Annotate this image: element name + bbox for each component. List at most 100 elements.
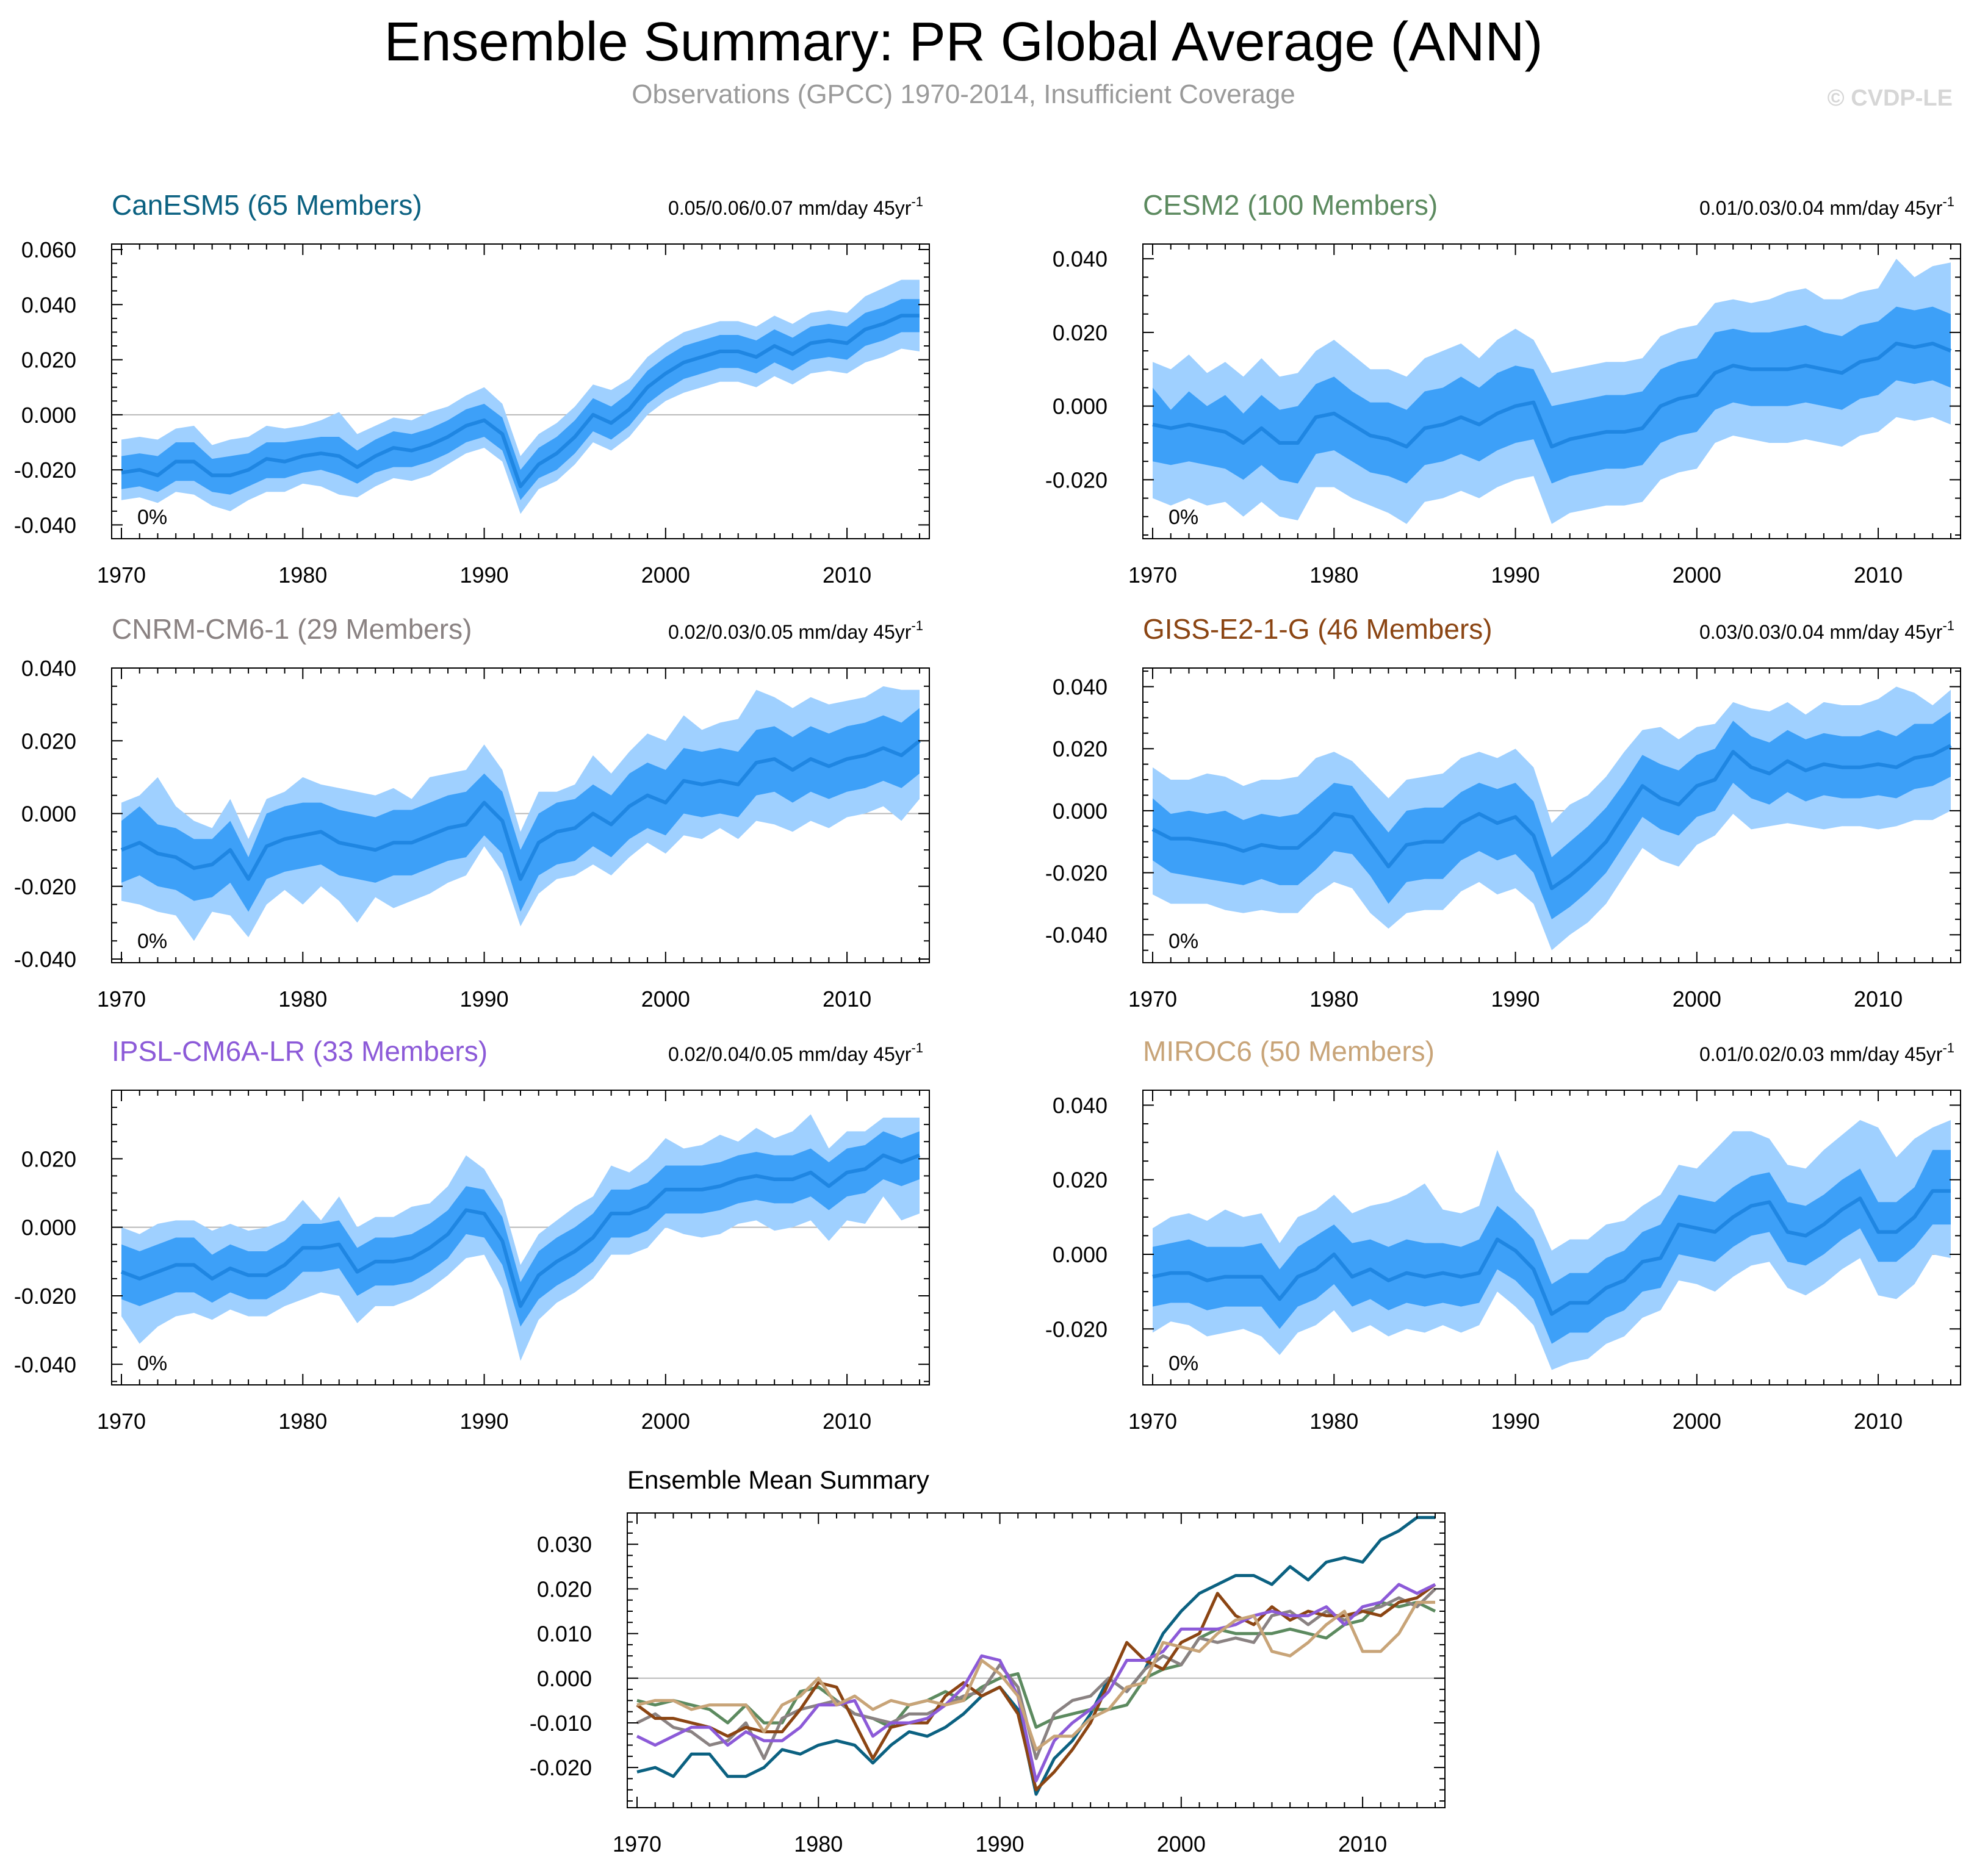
ensemble-mean-line	[120, 1153, 921, 1308]
coverage-label: 0%	[1169, 506, 1198, 529]
chart-panel-6: 0% MIROC6 (50 Members) 0.01/0.02/0.03 mm/d…	[1045, 1035, 1961, 1434]
y-tick-label: 0.000	[21, 403, 76, 428]
trend-label-superscript: -1	[911, 618, 923, 633]
trend-label: 0.02/0.03/0.05 mm/day 45yr-1	[668, 618, 923, 643]
coverage-label: 0%	[1169, 930, 1198, 953]
x-tick-label: 1970	[97, 562, 146, 588]
y-tick-label: 0.020	[1053, 736, 1107, 761]
x-tick-label: 2000	[1673, 1409, 1721, 1434]
copyright-label: © CVDP-LE	[1827, 85, 1953, 111]
x-tick-label: 1980	[1309, 987, 1358, 1012]
y-tick-label: 0.000	[21, 1215, 76, 1240]
y-tick-label: 0.020	[21, 728, 76, 753]
x-tick-label: 1980	[1309, 1409, 1358, 1434]
y-tick-label: -0.020	[14, 874, 76, 899]
y-tick-label: 0.000	[21, 802, 76, 827]
panel-title: Ensemble Mean Summary	[627, 1465, 929, 1494]
y-tick-label: 0.040	[21, 656, 76, 681]
x-tick-label: 2000	[1157, 1831, 1206, 1856]
x-tick-label: 2000	[641, 562, 690, 588]
panel-title: MIROC6 (50 Members)	[1143, 1035, 1435, 1067]
panel-title: GISS-E2-1-G (46 Members)	[1143, 613, 1493, 645]
y-tick-label: 0.030	[537, 1532, 592, 1557]
x-tick-label: 2000	[641, 987, 690, 1012]
page-subtitle: Observations (GPCC) 1970-2014, Insuffici…	[632, 79, 1295, 109]
trend-label-superscript: -1	[1942, 618, 1954, 633]
y-tick-label: 0.040	[1053, 1093, 1107, 1118]
x-tick-label: 1990	[1491, 1409, 1540, 1434]
trend-label: 0.05/0.06/0.07 mm/day 45yr-1	[668, 194, 923, 219]
ensemble-mean-line	[1152, 342, 1952, 449]
y-tick-label: 0.020	[21, 1146, 76, 1171]
ensemble-mean-line	[120, 739, 921, 881]
series-line-canesm5	[636, 1515, 1435, 1796]
x-tick-label: 1990	[459, 562, 508, 588]
x-tick-label: 2010	[1854, 1409, 1903, 1434]
chart-panel-7: Ensemble Mean Summary 1970 1980 1990 2000 201…	[530, 1465, 1446, 1856]
y-tick-label: -0.020	[1045, 467, 1107, 492]
y-tick-label: -0.020	[14, 458, 76, 483]
y-tick-label: -0.010	[530, 1711, 592, 1736]
y-tick-label: 0.020	[21, 348, 76, 373]
x-tick-label: 2010	[823, 1409, 871, 1434]
ensemble-mean-line	[1151, 744, 1952, 890]
trend-label-superscript: -1	[911, 1040, 923, 1055]
trend-label-text: 0.03/0.03/0.04 mm/day 45yr	[1699, 621, 1943, 643]
series-line-miroc6	[636, 1600, 1435, 1752]
y-tick-label: 0.040	[1053, 675, 1107, 700]
x-tick-label: 1990	[1491, 562, 1540, 588]
trend-label: 0.01/0.02/0.03 mm/day 45yr-1	[1699, 1040, 1954, 1065]
coverage-label: 0%	[137, 506, 167, 529]
x-tick-label: 1970	[1128, 987, 1177, 1012]
x-tick-label: 2000	[1673, 987, 1721, 1012]
trend-label: 0.02/0.04/0.05 mm/day 45yr-1	[668, 1040, 923, 1065]
chart-panel-3: 0% CNRM-CM6-1 (29 Members) 0.02/0.03/0.05 …	[14, 613, 930, 1012]
trend-label-text: 0.02/0.03/0.05 mm/day 45yr	[668, 621, 912, 643]
y-tick-label: -0.020	[1045, 1317, 1107, 1342]
trend-label-text: 0.02/0.04/0.05 mm/day 45yr	[668, 1043, 912, 1065]
y-tick-label: -0.040	[1045, 922, 1107, 947]
trend-label-superscript: -1	[911, 194, 923, 209]
x-tick-label: 2000	[1673, 562, 1721, 588]
trend-label-superscript: -1	[1942, 1040, 1954, 1055]
y-tick-label: 0.000	[537, 1666, 592, 1691]
y-tick-label: 0.040	[21, 292, 76, 317]
y-tick-label: -0.040	[14, 1352, 76, 1377]
ensemble-mean-line	[1152, 1189, 1951, 1316]
x-tick-label: 1980	[278, 1409, 327, 1434]
x-tick-label: 1980	[278, 562, 327, 588]
x-tick-label: 1990	[459, 1409, 508, 1434]
y-tick-label: 0.000	[1053, 394, 1107, 419]
inner-spread-band	[1153, 1149, 1951, 1344]
x-tick-label: 2010	[823, 562, 871, 588]
y-tick-label: -0.040	[14, 512, 76, 537]
x-tick-label: 1980	[794, 1831, 843, 1856]
trend-label-superscript: -1	[1942, 194, 1954, 209]
inner-spread-band	[1153, 306, 1951, 484]
x-tick-label: 1970	[613, 1831, 661, 1856]
panel-title: IPSL-CM6A-LR (33 Members)	[112, 1035, 488, 1067]
coverage-label: 0%	[137, 1352, 167, 1375]
trend-label-text: 0.01/0.02/0.03 mm/day 45yr	[1699, 1043, 1943, 1065]
chart-panel-1: 0% CanESM5 (65 Members) 0.05/0.06/0.07 mm/…	[14, 189, 930, 588]
chart-panel-5: 0% IPSL-CM6A-LR (33 Members) 0.02/0.04/0.0…	[14, 1035, 930, 1434]
plot-frame	[627, 1512, 1446, 1808]
x-tick-label: 1980	[278, 987, 327, 1012]
x-tick-label: 2010	[823, 987, 871, 1012]
x-tick-label: 1980	[1309, 562, 1358, 588]
x-tick-label: 1970	[1128, 562, 1177, 588]
coverage-label: 0%	[137, 930, 167, 953]
y-tick-label: -0.020	[1045, 861, 1107, 886]
inner-spread-band	[1153, 711, 1951, 919]
panel-title: CNRM-CM6-1 (29 Members)	[112, 613, 472, 645]
x-tick-label: 2010	[1854, 562, 1903, 588]
y-tick-label: 0.000	[1053, 1242, 1107, 1267]
x-tick-label: 2000	[641, 1409, 690, 1434]
x-tick-label: 2010	[1338, 1831, 1387, 1856]
trend-label: 0.01/0.03/0.04 mm/day 45yr-1	[1699, 194, 1954, 219]
y-tick-label: 0.040	[1053, 246, 1107, 271]
panel-title: CESM2 (100 Members)	[1143, 189, 1438, 221]
y-tick-label: 0.020	[537, 1576, 592, 1601]
y-tick-label: 0.020	[1053, 320, 1107, 345]
